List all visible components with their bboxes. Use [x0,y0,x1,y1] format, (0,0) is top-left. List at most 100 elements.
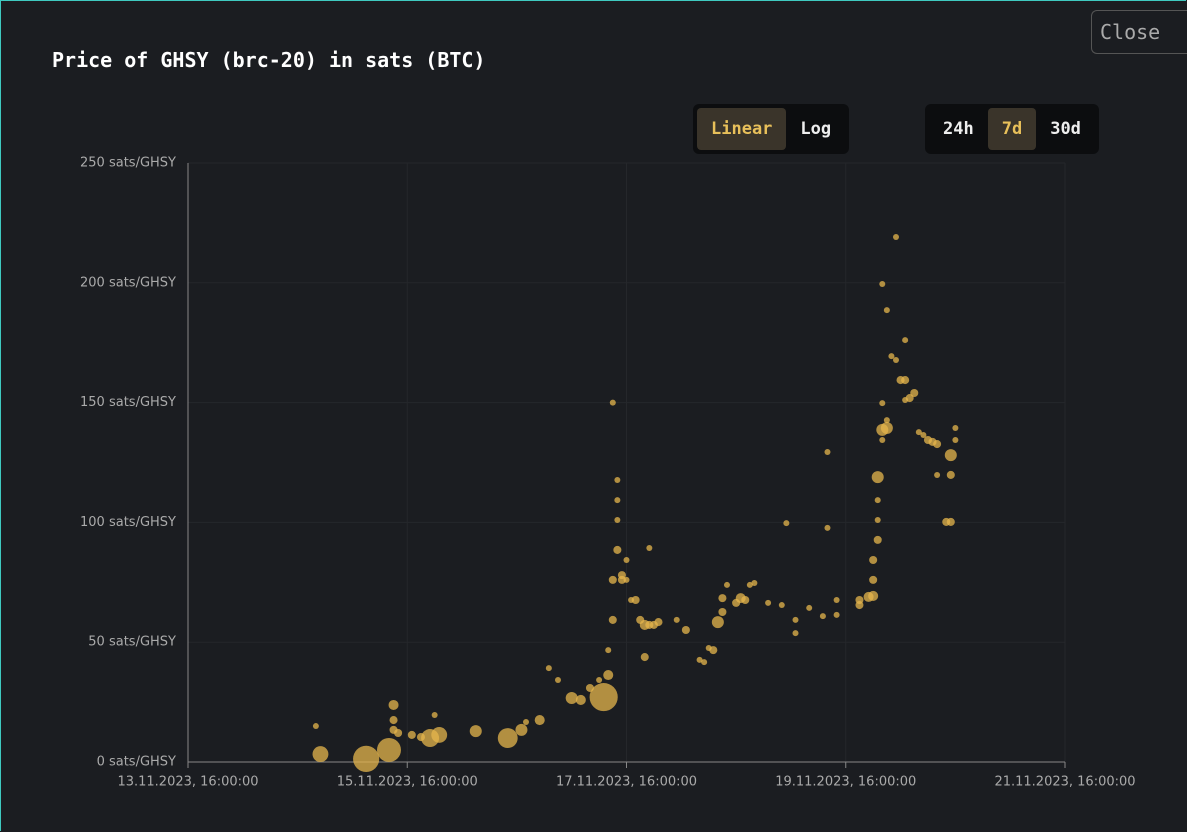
point [915,429,922,436]
point [910,388,919,398]
point [778,602,785,609]
y-tick-label: 150 sats/GHSY [80,395,176,410]
point [631,596,640,605]
point [523,718,530,725]
point [515,723,528,736]
point [824,448,831,455]
y-tick-label: 100 sats/GHSY [80,515,176,530]
point [609,399,616,406]
point [497,728,518,748]
range-button[interactable]: 7d [987,108,1037,150]
point [806,604,813,611]
point [952,424,959,431]
point [718,607,727,617]
point [746,581,753,588]
point [879,400,886,407]
y-tick-label: 200 sats/GHSY [80,275,176,290]
point [394,728,403,738]
point [944,449,957,462]
point [614,497,621,504]
close-button[interactable]: Close [1091,10,1187,54]
y-tick-label: 50 sats/GHSY [88,635,176,650]
point [871,471,884,484]
x-tick-label: 19.11.2023, 16:00:00 [775,775,916,790]
point [952,436,959,443]
point [879,280,886,287]
point [431,726,448,743]
range-button[interactable]: 30d [1050,119,1081,139]
point [640,653,649,662]
point [869,575,878,584]
point [407,730,416,739]
point [614,476,621,483]
point [608,575,617,584]
point [589,682,618,712]
point [673,616,680,623]
point [605,647,612,654]
point [883,307,890,314]
point [681,625,690,635]
x-tick-label: 15.11.2023, 16:00:00 [337,775,478,790]
point [933,440,942,449]
point [723,581,730,588]
point [623,576,630,583]
point [614,517,621,524]
point [565,692,578,705]
point [545,665,552,672]
point [874,517,881,524]
point [718,594,727,603]
x-tick-label: 17.11.2023, 16:00:00 [556,775,697,790]
point [883,417,890,424]
point [869,555,878,565]
point [934,471,941,478]
point [654,618,663,627]
point [792,630,799,637]
point [819,613,826,620]
range-toggle: 24h 7d 30d [925,104,1099,154]
log-button[interactable]: Log [800,119,832,139]
point [892,234,899,241]
point [623,557,630,564]
point [783,520,790,527]
point [701,659,708,666]
point [901,376,910,385]
point [603,670,614,681]
point [431,712,438,719]
point [920,431,927,438]
point [312,723,319,730]
point [575,694,586,705]
point [868,590,879,601]
point [617,571,626,580]
point [554,677,561,684]
point [874,497,881,504]
point [824,524,831,531]
linear-button[interactable]: Linear [697,108,787,150]
y-tick-label: 0 sats/GHSY [97,755,176,770]
point [709,646,718,655]
chart-title: Price of GHSY (brc-20) in sats (BTC) [52,48,486,72]
point [946,517,955,526]
point [646,545,653,552]
point [879,436,886,443]
range-button[interactable]: 24h [943,119,974,139]
point [389,716,398,725]
point [353,745,380,772]
point [792,616,799,623]
point [833,597,840,604]
point [888,353,895,360]
point [596,677,603,684]
point [880,421,893,434]
x-tick-label: 21.11.2023, 16:00:00 [994,775,1135,790]
x-tick-label: 13.11.2023, 16:00:00 [117,775,258,790]
point [855,596,864,605]
point [312,746,329,763]
point [469,725,482,738]
scale-toggle: Linear Log [693,104,850,154]
point [741,596,750,605]
point [892,356,899,363]
point [946,470,955,479]
point [608,615,617,624]
